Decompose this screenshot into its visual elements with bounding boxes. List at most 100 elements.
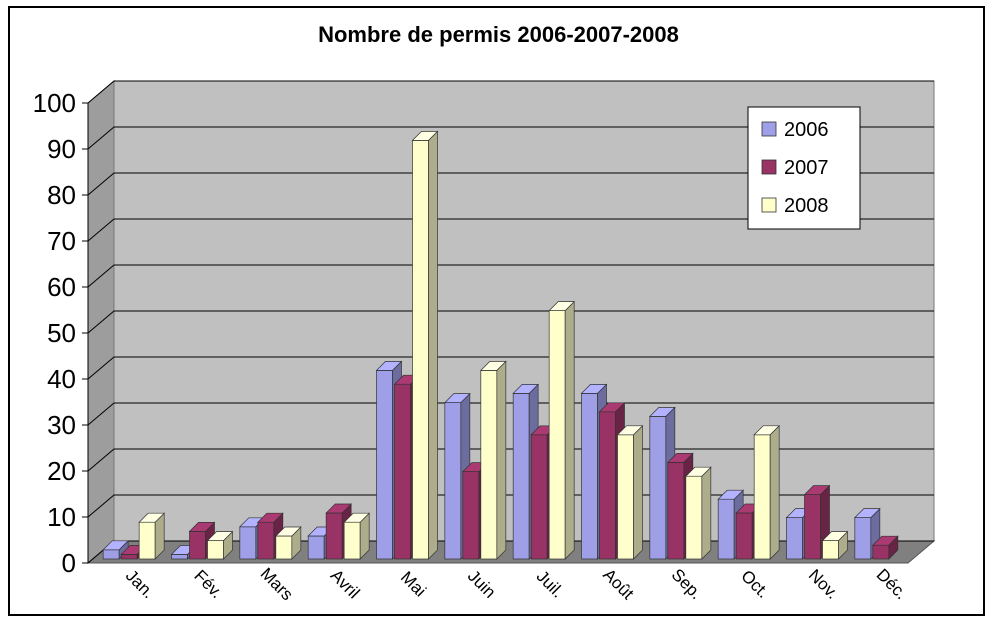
bar bbox=[274, 526, 302, 560]
bar-front bbox=[325, 512, 343, 560]
bar-top bbox=[411, 131, 439, 141]
bar bbox=[821, 530, 849, 560]
y-tick-label: 60 bbox=[47, 272, 76, 302]
bar-top bbox=[803, 485, 831, 495]
x-tick-label: Nov. bbox=[805, 565, 842, 602]
bar-front bbox=[822, 540, 839, 560]
bar-front bbox=[753, 434, 771, 560]
x-tick-label: Avril bbox=[327, 566, 364, 603]
bar-side bbox=[701, 466, 712, 560]
chart-title: Nombre de permis 2006-2007-2008 bbox=[318, 22, 679, 47]
bar-front bbox=[685, 475, 703, 560]
x-tick-label: Fév. bbox=[190, 566, 226, 602]
bar-side bbox=[769, 424, 780, 560]
bar bbox=[343, 512, 371, 560]
bar-front bbox=[307, 535, 325, 560]
bar-top bbox=[666, 453, 694, 463]
bar-top bbox=[188, 522, 216, 532]
gridline bbox=[87, 402, 934, 426]
bar-front bbox=[548, 310, 566, 560]
x-tick-label: Mai bbox=[397, 568, 430, 601]
bar-front bbox=[804, 494, 821, 560]
bar-front bbox=[462, 471, 480, 560]
bar-front bbox=[120, 554, 138, 560]
x-tick-label: Mars bbox=[257, 564, 297, 604]
gridline bbox=[87, 126, 934, 150]
bar-side bbox=[428, 130, 438, 560]
bar-top bbox=[717, 489, 745, 500]
x-tick-label: Juin bbox=[464, 566, 499, 601]
bar bbox=[753, 424, 781, 560]
bar-front bbox=[581, 393, 598, 560]
gridline bbox=[87, 310, 934, 334]
bar-top bbox=[598, 402, 626, 413]
bar-front bbox=[786, 517, 803, 560]
bar-front bbox=[599, 411, 616, 560]
y-tick-label: 40 bbox=[47, 364, 76, 394]
bar-top bbox=[684, 466, 712, 477]
bars bbox=[102, 130, 899, 560]
bar-front bbox=[376, 370, 393, 560]
y-tick-label: 80 bbox=[47, 180, 76, 210]
bar-front bbox=[394, 383, 411, 560]
x-tick-label: Août bbox=[599, 565, 637, 603]
bar-front bbox=[512, 393, 530, 560]
bar-front bbox=[872, 544, 890, 560]
bar-top bbox=[821, 531, 849, 541]
bar bbox=[803, 484, 831, 560]
x-tick-label: Déc. bbox=[873, 565, 911, 603]
bar-front bbox=[171, 554, 188, 560]
legend-label: 2006 bbox=[784, 119, 829, 141]
x-tick-label: Jan. bbox=[122, 566, 158, 602]
y-axis: 0 10 20 30 40 50 60 70 80 90 100 bbox=[33, 88, 89, 578]
bar-front bbox=[207, 540, 224, 560]
bar-top bbox=[512, 384, 540, 394]
bar-front bbox=[649, 416, 667, 560]
bar-top bbox=[274, 526, 302, 537]
x-tick-label: Oct. bbox=[737, 566, 772, 601]
bar-top bbox=[580, 384, 608, 394]
y-tick-label: 10 bbox=[47, 502, 76, 532]
bar bbox=[138, 512, 166, 560]
legend-label: 2007 bbox=[784, 157, 829, 179]
bar bbox=[411, 130, 439, 560]
bar bbox=[479, 360, 507, 560]
legend-swatch bbox=[761, 159, 777, 175]
bar-top bbox=[375, 361, 403, 371]
bar-top bbox=[479, 361, 507, 371]
y-tick-label: 70 bbox=[47, 226, 76, 256]
bar-top bbox=[325, 503, 353, 514]
legend-swatch bbox=[761, 197, 777, 213]
bar-top bbox=[616, 425, 644, 436]
bar-front bbox=[735, 512, 753, 560]
bar-front bbox=[239, 526, 257, 560]
bar-top bbox=[853, 508, 881, 518]
bar-top bbox=[138, 512, 166, 523]
legend-swatch bbox=[761, 121, 777, 137]
y-tick-label: 100 bbox=[33, 88, 76, 118]
legend: 2006 2007 2008 bbox=[747, 106, 861, 230]
bar-front bbox=[343, 521, 361, 560]
bar-front bbox=[617, 434, 634, 560]
bar-front bbox=[667, 462, 685, 560]
bar-front bbox=[444, 402, 462, 560]
bar-front bbox=[717, 498, 735, 560]
y-tick-label: 50 bbox=[47, 318, 76, 348]
bar-top bbox=[343, 512, 371, 523]
bar-front bbox=[138, 521, 156, 560]
bar-front bbox=[854, 517, 872, 560]
gridline bbox=[87, 356, 934, 380]
y-tick-label: 0 bbox=[62, 548, 76, 578]
bar bbox=[616, 424, 644, 560]
y-tick-label: 20 bbox=[47, 456, 76, 486]
bar-top bbox=[256, 512, 284, 523]
gridline bbox=[87, 80, 934, 104]
gridline bbox=[87, 264, 934, 288]
bar-top bbox=[443, 393, 471, 403]
bar-top bbox=[753, 425, 781, 436]
bar-side bbox=[633, 424, 643, 560]
bar-side bbox=[564, 300, 575, 560]
bar-front bbox=[189, 531, 206, 560]
bar bbox=[548, 300, 576, 560]
